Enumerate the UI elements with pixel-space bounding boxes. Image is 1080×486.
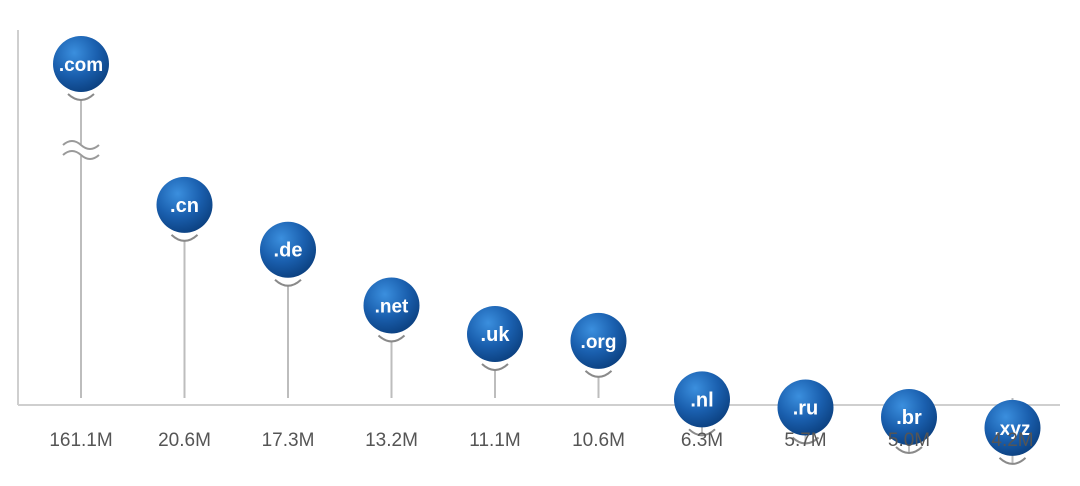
tld-label: .nl xyxy=(690,389,713,411)
axis-break-mark xyxy=(62,150,100,160)
tld-label: .br xyxy=(896,407,922,429)
tld-label: .xyz xyxy=(995,419,1031,440)
tld-bubble xyxy=(260,221,316,278)
tld-bubble xyxy=(363,277,420,334)
tld-label: .com xyxy=(59,55,103,76)
tld-bubble xyxy=(570,312,627,369)
value-label: 5.7M xyxy=(784,430,826,451)
tld-bubble xyxy=(777,379,834,436)
tld-bubble xyxy=(156,176,213,233)
value-label: 4.2M xyxy=(991,430,1033,451)
bubble-cup xyxy=(584,370,613,378)
tld-bubble xyxy=(467,306,523,363)
tld-bubble xyxy=(674,371,730,428)
value-label: 17.3M xyxy=(262,430,315,451)
bubble-cup xyxy=(791,436,820,445)
value-label: 13.2M xyxy=(365,430,418,451)
tld-label: .ru xyxy=(793,397,819,419)
bubble-cup xyxy=(481,363,509,372)
axis-break-gap xyxy=(77,144,85,156)
bubble-cup xyxy=(998,457,1027,465)
value-label: 10.6M xyxy=(572,430,625,451)
bubble-cup xyxy=(67,93,95,101)
tld-label: .net xyxy=(375,296,409,317)
bubble-cup xyxy=(170,234,199,242)
bubble-cup xyxy=(274,278,302,287)
tld-bubble xyxy=(881,389,937,445)
tld-bubble xyxy=(984,399,1041,456)
bubble-cup xyxy=(895,446,923,454)
value-label: 6.3M xyxy=(681,430,723,451)
value-label: 161.1M xyxy=(49,430,112,451)
value-label: 5.0M xyxy=(888,430,930,451)
tld-label: .org xyxy=(581,332,617,353)
tld-bubble xyxy=(53,36,109,92)
bubble-cup xyxy=(377,334,406,343)
tld-label: .de xyxy=(274,240,303,262)
value-label: 20.6M xyxy=(158,430,211,451)
tld-label: .cn xyxy=(170,195,199,217)
bubble-cup xyxy=(688,428,716,437)
tld-label: .uk xyxy=(481,324,511,346)
axis-break-mark xyxy=(62,140,100,150)
value-label: 11.1M xyxy=(469,430,520,451)
